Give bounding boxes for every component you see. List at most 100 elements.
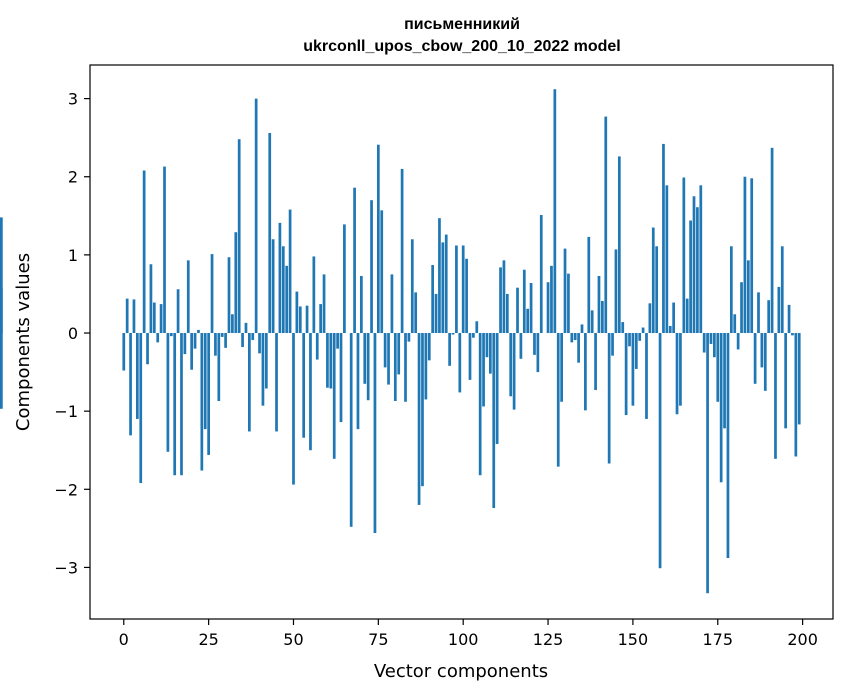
bar-144 (611, 333, 614, 356)
bar-123 (539, 215, 543, 334)
bar-126 (550, 265, 553, 334)
bar-148 (624, 333, 628, 416)
x-axis-label: Vector components (374, 661, 548, 682)
x-tick-label: 100 (448, 630, 479, 649)
bar-194 (780, 246, 784, 334)
x-tick-label: 125 (533, 630, 564, 649)
bar-37 (248, 333, 251, 432)
bar-41 (261, 333, 265, 406)
bar-138 (590, 310, 594, 334)
bar-172 (706, 333, 709, 594)
bar-18 (183, 333, 187, 355)
bar-50 (292, 333, 295, 485)
bar-159 (662, 143, 665, 334)
bar-156 (651, 227, 655, 334)
bar-140 (597, 275, 601, 334)
bar-69 (356, 333, 360, 430)
bar-77 (383, 333, 387, 368)
bar-53 (302, 333, 306, 438)
bar-113 (505, 293, 509, 334)
bar-32 (231, 314, 234, 334)
bar-82 (400, 168, 404, 334)
x-axis-ticks: 0 25 50 75 100 125 150 175 200 (119, 619, 818, 649)
bar-134 (577, 333, 580, 363)
bar-5 (139, 333, 143, 484)
bar-141 (601, 300, 604, 334)
x-tick-label: 75 (368, 630, 388, 649)
bar-112 (502, 260, 506, 334)
bar-89 (424, 333, 428, 400)
bar-103 (472, 333, 475, 338)
bar-58 (319, 304, 322, 334)
bar-42 (264, 333, 268, 389)
bar-75 (376, 144, 380, 334)
bar-163 (675, 333, 679, 415)
bar-137 (587, 236, 591, 334)
bar-31 (227, 257, 231, 334)
bar-110 (495, 333, 499, 444)
bar-178 (726, 333, 730, 559)
bar-135 (580, 324, 584, 334)
bar-99 (458, 333, 462, 393)
bar-28 (217, 333, 221, 401)
bar-92 (434, 293, 438, 334)
bar-128 (556, 333, 560, 467)
bar-16 (176, 289, 180, 334)
bar-54 (305, 305, 309, 334)
bar-7 (146, 333, 149, 365)
bar-111 (499, 267, 502, 334)
bar-107 (485, 333, 489, 358)
bar-44 (271, 239, 275, 334)
bar-70 (360, 275, 363, 334)
bar-153 (641, 327, 645, 334)
bar-48 (285, 265, 289, 334)
x-tick-label: 200 (787, 630, 818, 649)
bar-122 (536, 333, 540, 373)
chart-title-line-2: ukrconll_upos_cbow_200_10_2022 model (303, 38, 620, 55)
bar-189 (763, 333, 767, 391)
bar-147 (621, 322, 625, 334)
bar-11 (159, 304, 163, 334)
bar-39 (254, 98, 258, 334)
bar-79 (390, 274, 394, 334)
bar-181 (736, 333, 740, 350)
bar-150 (631, 333, 635, 406)
bar-71 (363, 333, 367, 384)
bar-168 (692, 196, 696, 334)
bar-19 (186, 260, 190, 334)
bar-55 (309, 333, 312, 451)
bar-0 (122, 333, 126, 371)
bar-176 (719, 333, 723, 483)
bar-3 (132, 299, 136, 334)
x-tick-label: 150 (618, 630, 649, 649)
bar-80 (393, 333, 397, 401)
bar-199 (797, 333, 801, 425)
bar-9 (152, 302, 156, 334)
y-tick-label: −2 (54, 480, 78, 499)
bar-61 (329, 333, 333, 389)
bar-190 (767, 300, 771, 334)
bar-67 (349, 333, 353, 527)
bar-34 (237, 139, 241, 334)
bar-174 (713, 333, 716, 358)
bar-158 (658, 333, 662, 569)
bar-26 (210, 254, 214, 334)
bar-21 (193, 333, 197, 349)
bar-81 (397, 333, 401, 375)
bar-185 (750, 178, 754, 334)
x-tick-label: 0 (119, 630, 129, 649)
bar-165 (682, 177, 686, 334)
bar-62 (332, 333, 336, 459)
bar-60 (326, 333, 329, 388)
y-tick-label: 1 (68, 246, 78, 265)
bar-96 (448, 333, 451, 366)
bar-35 (241, 333, 244, 348)
bar-160 (665, 185, 669, 334)
bar-115 (512, 333, 516, 410)
bar-105 (478, 333, 482, 476)
bar-175 (716, 333, 720, 402)
bar-184 (746, 260, 750, 334)
bar-197 (791, 333, 794, 336)
bar-130 (563, 248, 567, 334)
bar-59 (322, 274, 326, 334)
